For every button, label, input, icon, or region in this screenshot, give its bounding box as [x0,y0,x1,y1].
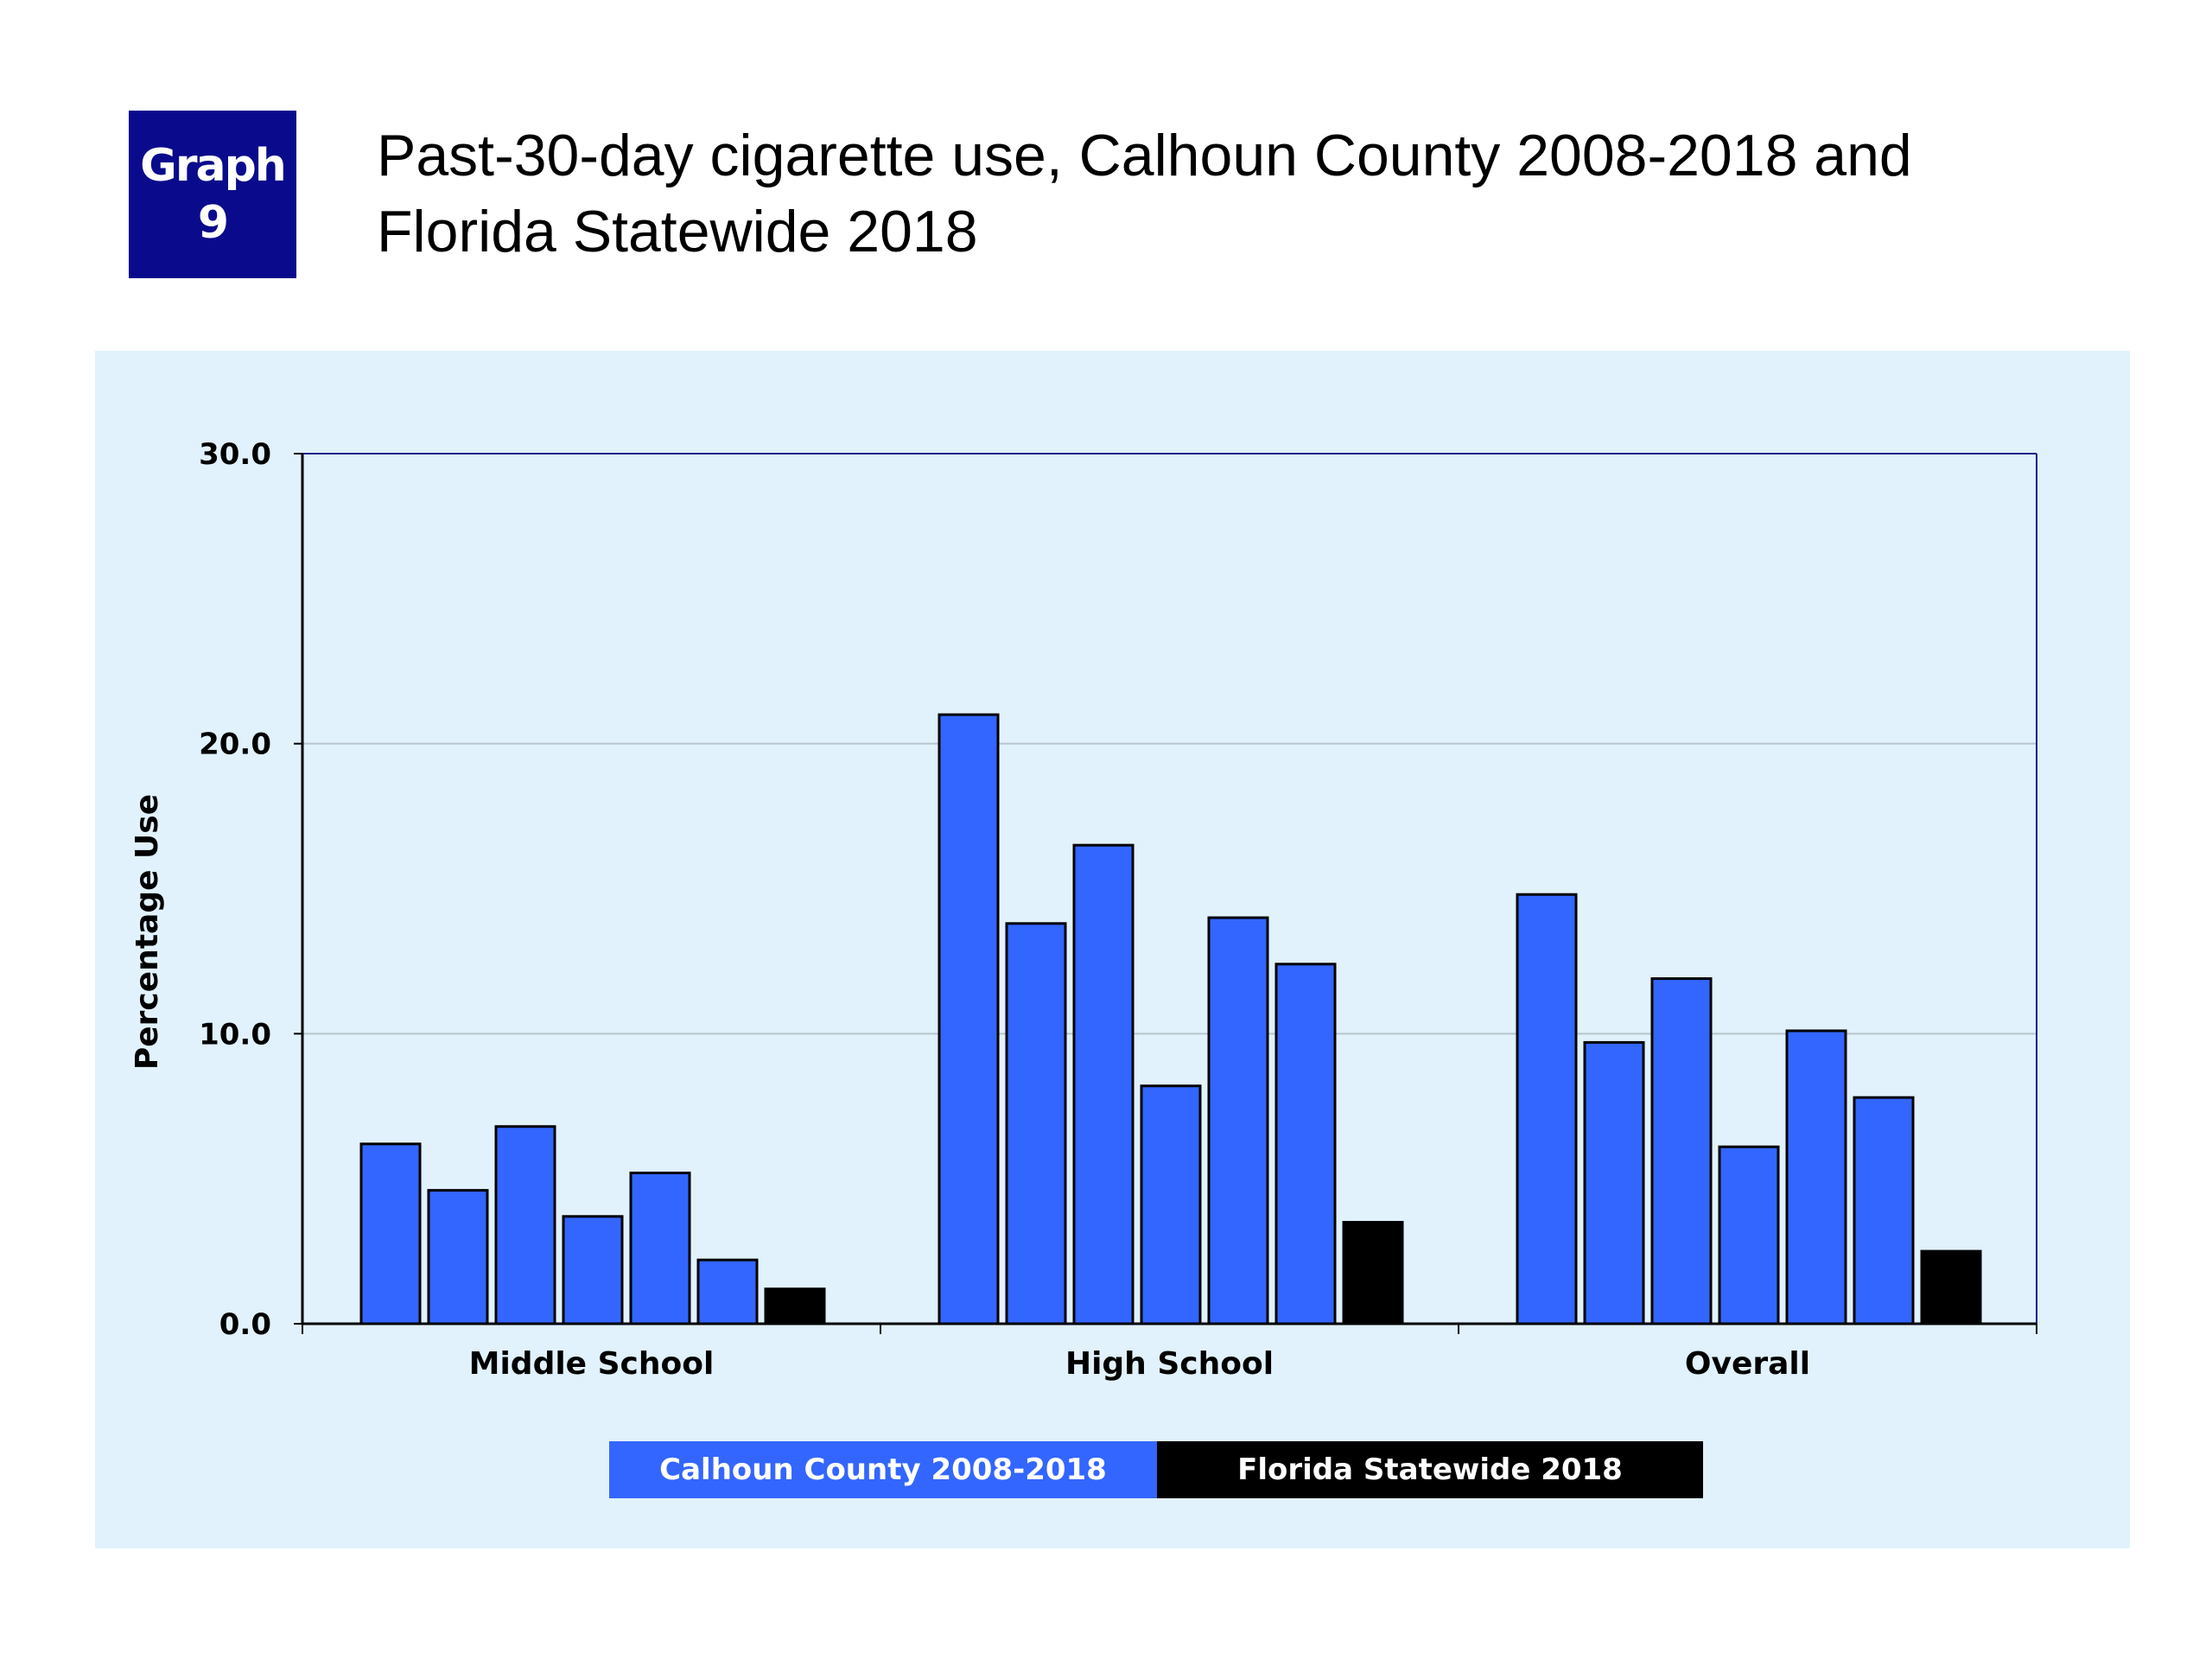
bar-calhoun-county [1785,1029,1847,1325]
legend: Calhoun County 2008-2018 Florida Statewi… [609,1441,1703,1498]
bar-florida-statewide [764,1287,826,1325]
bar-calhoun-county [1140,1084,1202,1325]
bar-calhoun-county [696,1258,759,1325]
y-tick-label: 0.0 [219,1307,271,1342]
y-axis-title: Percentage Use [130,794,165,1070]
bar-calhoun-county [1853,1096,1915,1325]
y-tick-label: 30.0 [199,437,271,472]
graph-number-badge: Graph 9 [129,111,296,278]
bar-calhoun-county [1274,963,1337,1325]
bar-calhoun-county [1718,1145,1780,1325]
chart-title: Past-30-day cigarette use, Calhoun Count… [377,123,1912,264]
bar-calhoun-county [562,1215,624,1325]
x-category-label: Overall [1685,1346,1810,1382]
bar-calhoun-county [1516,893,1578,1325]
bar-calhoun-county [938,713,1000,1325]
badge-label: Graph [140,140,287,192]
y-tick-label: 10.0 [199,1017,271,1052]
x-category-label: Middle School [469,1346,715,1382]
bar-calhoun-county [1005,922,1067,1325]
badge-number: 9 [197,197,229,249]
bar-florida-statewide [1342,1221,1404,1325]
bar-calhoun-county [494,1125,556,1325]
bar-calhoun-county [1072,843,1135,1325]
bar-calhoun-county [1583,1040,1645,1325]
bar-calhoun-county [629,1171,691,1325]
y-tick-label: 20.0 [199,728,271,762]
legend-item-calhoun-county: Calhoun County 2008-2018 [609,1441,1157,1498]
legend-label-florida-statewide: Florida Statewide 2018 [1237,1452,1623,1487]
bar-calhoun-county [427,1189,489,1325]
legend-item-florida-statewide: Florida Statewide 2018 [1157,1441,1703,1498]
legend-label-calhoun-county: Calhoun County 2008-2018 [659,1452,1107,1487]
bar-florida-statewide [1920,1249,1982,1325]
bar-calhoun-county [1650,977,1713,1325]
bar-calhoun-county [1207,916,1269,1325]
x-category-label: High School [1065,1346,1274,1382]
bar-calhoun-county [359,1142,422,1325]
